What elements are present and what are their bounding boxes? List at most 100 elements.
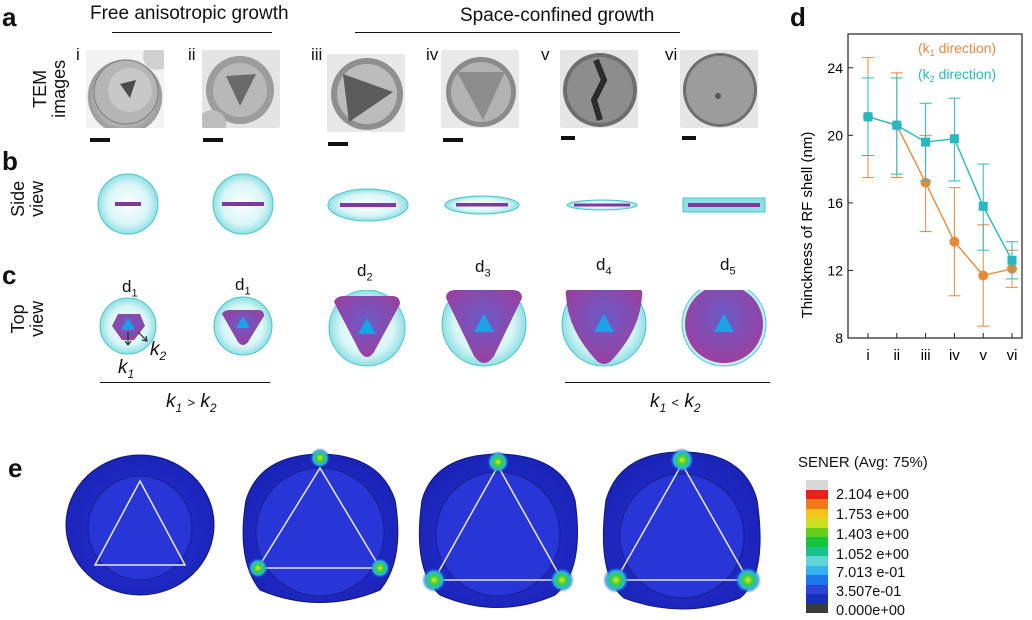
x-tick-label: v: [979, 347, 987, 364]
panel-label-c: c: [2, 260, 17, 290]
colorbar-swatch: [806, 584, 828, 594]
colorbar-swatch: [806, 499, 828, 509]
roman-label: v: [541, 45, 550, 64]
top-shape-iv: [441, 290, 527, 367]
series-line: [867, 116, 1013, 261]
data-point: [949, 236, 960, 247]
data-point: [949, 134, 959, 144]
scale-bar: [561, 136, 575, 140]
colorbar-swatch: [806, 556, 828, 566]
k-left-rule: [100, 382, 270, 384]
header-confined-growth: Space-confined growth: [460, 5, 655, 26]
colorbar-label: 1.052 e+00: [836, 547, 909, 563]
fea-model-4: [602, 448, 761, 610]
y-tick-label: 20: [827, 127, 843, 143]
colorbar-label: 1.753 e+00: [836, 507, 909, 523]
fea-model-1: [65, 454, 215, 596]
scale-bar: [90, 138, 110, 142]
roman-label: ii: [188, 45, 196, 64]
tem-image-iii: [327, 54, 405, 132]
x-tick-label: i: [866, 347, 869, 364]
colorbar-swatch: [806, 508, 828, 518]
colorbar-swatch: [806, 489, 828, 499]
colorbar-swatch: [806, 603, 828, 613]
fea-model-2: [242, 448, 399, 603]
data-point: [863, 112, 873, 122]
tem-image-iv: [441, 50, 519, 128]
panel-label-a: a: [2, 2, 17, 32]
top-shape-iii: [328, 290, 406, 367]
colorbar-label: 2.104 e+00: [836, 487, 909, 503]
scale-bar: [443, 138, 463, 142]
roman-label: i: [76, 45, 80, 64]
side-shape-iv: [444, 195, 520, 215]
colorbar-swatch: [806, 546, 828, 556]
legend-k1: (k1 direction): [918, 40, 996, 58]
d-label-6: d5: [720, 255, 736, 278]
scale-bar: [328, 142, 348, 146]
y-tick-label: 16: [827, 195, 843, 211]
row-label-tem: TEM images: [30, 59, 69, 118]
roman-label: vi: [665, 45, 678, 64]
colorbar-label: 3.507e-01: [836, 584, 902, 600]
d-label-3: d2: [357, 261, 373, 284]
header-free-growth: Free anisotropic growth: [90, 3, 289, 24]
side-view-row: [97, 173, 766, 235]
panel-label-b: b: [2, 146, 18, 176]
colorbar-swatch: [806, 480, 828, 490]
legend-k2: (k2 direction): [918, 66, 996, 84]
k-arrows: [124, 331, 148, 346]
colorbar: [806, 480, 828, 613]
data-point: [978, 270, 989, 281]
chart-series: [862, 57, 1018, 327]
data-point: [978, 201, 988, 211]
k-right-rule: [565, 382, 770, 384]
x-tick-label: iii: [921, 347, 931, 364]
panel-label-d: d: [790, 2, 806, 32]
tem-image-i: [86, 50, 164, 128]
plot-frame: [847, 33, 1023, 339]
side-shape-vi: [682, 197, 766, 213]
side-shape-i: [97, 173, 159, 235]
series-1: [862, 57, 1018, 327]
fea-model-3: [418, 451, 578, 608]
colorbar-swatch: [806, 527, 828, 537]
k2-arrow-label: k2: [150, 339, 167, 363]
y-axis-label: Thinckness of RF shell (nm): [799, 132, 816, 319]
top-shape-vi: [681, 290, 767, 367]
k1-lt-k2: k1 < k2: [650, 391, 701, 415]
colorbar-label: 7.013 e-01: [836, 565, 906, 581]
d-label-5: d4: [596, 255, 612, 278]
d-label-2: d1: [235, 275, 251, 298]
k1-arrow-label: k1: [118, 357, 135, 381]
roman-label: iv: [426, 45, 439, 64]
fea-row: [65, 448, 761, 610]
roman-label: iii: [311, 45, 323, 64]
k1-gt-k2: k1 > k2: [166, 391, 217, 415]
side-shape-ii: [212, 173, 274, 235]
header-confined-rule: [355, 32, 680, 34]
x-tick-label: iv: [949, 347, 960, 364]
colorbar-swatch: [806, 594, 828, 604]
colorbar-label: 0.000e+00: [836, 603, 905, 619]
top-view-row: [99, 290, 767, 367]
tem-image-vi: [680, 50, 758, 128]
data-point: [892, 120, 902, 130]
header-free-rule: [112, 32, 272, 34]
y-tick-label: 8: [835, 330, 843, 346]
scale-bar: [203, 138, 223, 142]
top-shape-ii: [213, 296, 273, 356]
x-tick-label: ii: [893, 347, 900, 364]
side-shape-v: [566, 199, 638, 211]
colorbar-title: SENER (Avg: 75%): [798, 454, 928, 471]
data-point: [920, 177, 931, 188]
d-label-1: d1: [122, 277, 138, 300]
top-shape-v: [561, 290, 647, 367]
y-tick-label: 12: [827, 262, 843, 278]
colorbar-swatch: [806, 575, 828, 585]
chart-legend: (k1 direction) (k2 direction): [918, 40, 996, 84]
data-point: [921, 137, 931, 147]
side-shape-iii: [327, 188, 409, 222]
y-tick-label: 24: [827, 60, 843, 76]
